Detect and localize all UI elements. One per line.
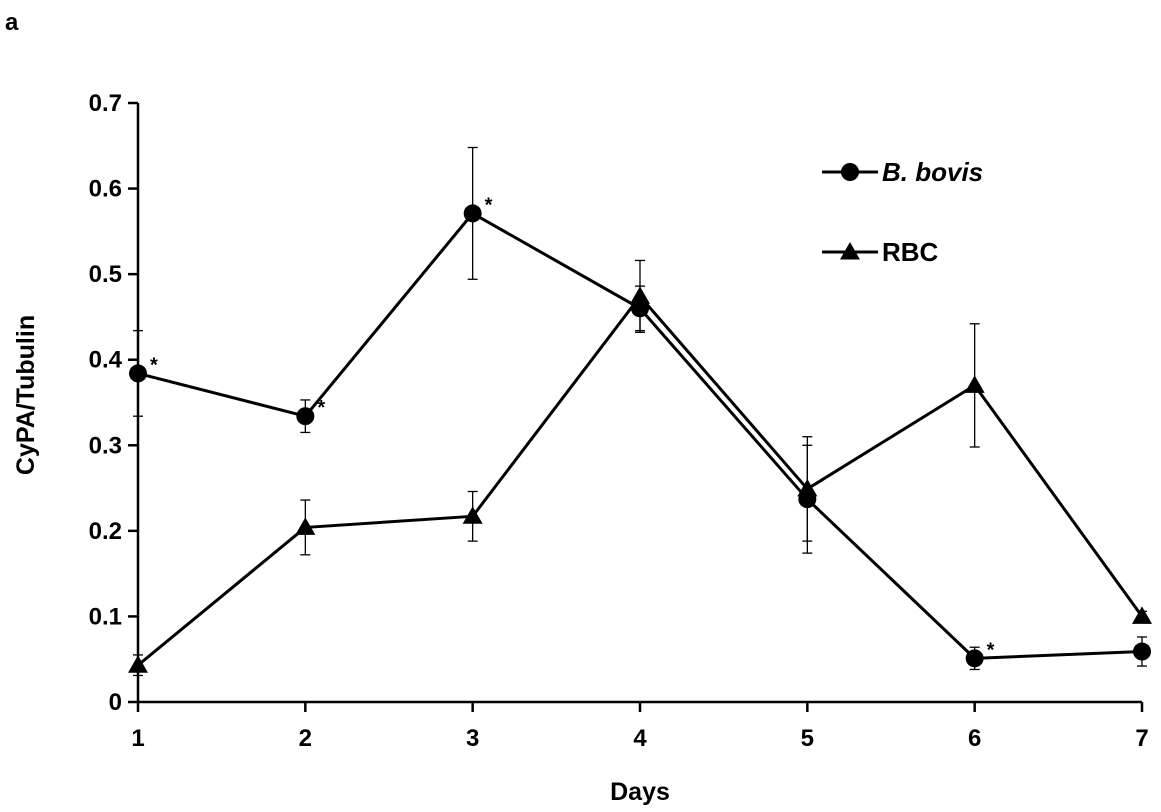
y-axis-ticks: 0 0.1 0.2 0.3 0.4 0.5 0.6 0.7 [89,90,138,716]
b-bovis-point [296,407,315,426]
y-tick-label: 0.1 [89,603,122,630]
x-axis-title: Days [610,778,670,806]
significance-asterisk: * [987,639,995,661]
x-axis-ticks: 1 2 3 4 5 6 7 [131,702,1149,752]
x-tick-label: 1 [131,725,144,752]
b-bovis-point [965,649,984,668]
y-axis-title: CyPA/Tubulin [12,315,40,475]
legend-marker-rbc [840,242,860,260]
y-tick-label: 0.7 [89,90,122,117]
y-tick-label: 0.2 [89,518,122,545]
rbc-series-line [137,294,1144,667]
legend-label-b-bovis: B. bovis [882,157,983,187]
y-tick-label: 0.4 [89,347,123,374]
rbc-point [462,506,483,524]
rbc-point [797,478,818,497]
legend: B. bovis RBC [822,157,983,267]
y-tick-label: 0.5 [89,261,122,288]
x-tick-label: 2 [299,725,312,752]
b-bovis-point [1133,642,1151,661]
x-tick-label: 3 [466,725,479,752]
y-tick-label: 0.6 [89,176,122,203]
b-bovis-point [463,204,482,223]
legend-marker-b-bovis [841,163,859,181]
significance-asterisk: * [317,397,325,419]
x-tick-label: 6 [968,725,981,752]
significance-asterisk: * [150,354,158,376]
x-tick-label: 4 [633,725,647,752]
rbc-point [964,375,985,393]
y-tick-label: 0.3 [89,432,122,459]
significance-asterisk: * [485,194,493,216]
significance-marks: * * * * [150,194,995,661]
legend-label-rbc: RBC [882,237,939,267]
x-tick-label: 7 [1135,725,1148,752]
panel-label: a [5,9,19,36]
rbc-point [1132,606,1152,624]
rbc-point [630,286,650,304]
data-markers [128,204,1152,673]
y-tick-label: 0 [109,689,122,716]
x-tick-label: 5 [801,725,814,752]
rbc-point [295,517,316,535]
